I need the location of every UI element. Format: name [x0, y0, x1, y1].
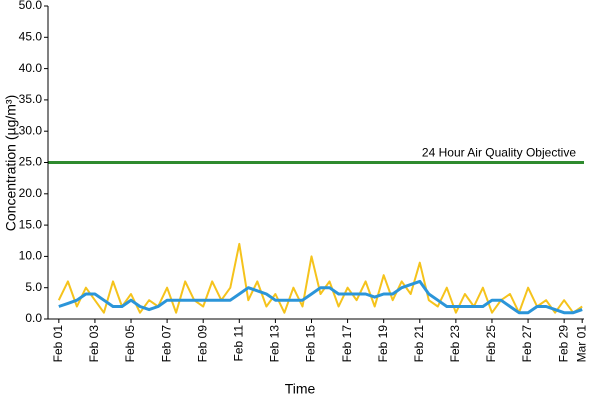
series-line	[58, 279, 583, 315]
y-tick-label: 20.0	[19, 186, 43, 200]
x-tick-label: Feb 21	[412, 325, 426, 363]
y-tick-label: 30.0	[19, 123, 43, 137]
y-tick-label: 35.0	[19, 92, 43, 106]
x-tick-label: Feb 11	[231, 325, 245, 362]
x-tick-label: Feb 01	[51, 325, 65, 363]
x-tick-label: Feb 19	[376, 325, 390, 363]
y-tick-label: 10.0	[19, 249, 43, 263]
x-tick-label: Feb 29	[556, 325, 570, 363]
y-axis-title: Concentration (µg/m³)	[3, 95, 19, 231]
y-tick-label: 40.0	[19, 61, 43, 75]
y-tick-label: 45.0	[19, 29, 43, 43]
y-tick-label: 50.0	[19, 0, 43, 12]
x-tick-label: Feb 13	[268, 325, 282, 363]
y-tick-label: 25.0	[19, 155, 43, 169]
x-tick-label: Feb 17	[340, 325, 354, 363]
x-axis-title: Time	[285, 381, 316, 397]
x-tick-label: Mar 01	[574, 325, 588, 363]
x-tick-label: Feb 07	[159, 325, 173, 363]
x-tick-label: Feb 05	[123, 325, 137, 363]
x-tick-label: Feb 03	[87, 325, 101, 363]
x-tick-label: Feb 27	[520, 325, 534, 363]
x-tick-label: Feb 15	[304, 325, 318, 363]
x-tick-label: Feb 25	[484, 325, 498, 363]
y-tick-label: 5.0	[25, 280, 42, 294]
objective-label: 24 Hour Air Quality Objective	[422, 146, 576, 160]
x-tick-label: Feb 09	[195, 325, 209, 363]
y-tick-label: 15.0	[19, 217, 43, 231]
series-line	[57, 242, 583, 314]
y-tick-label: 0.0	[25, 311, 42, 325]
x-tick-label: Feb 23	[448, 325, 462, 363]
